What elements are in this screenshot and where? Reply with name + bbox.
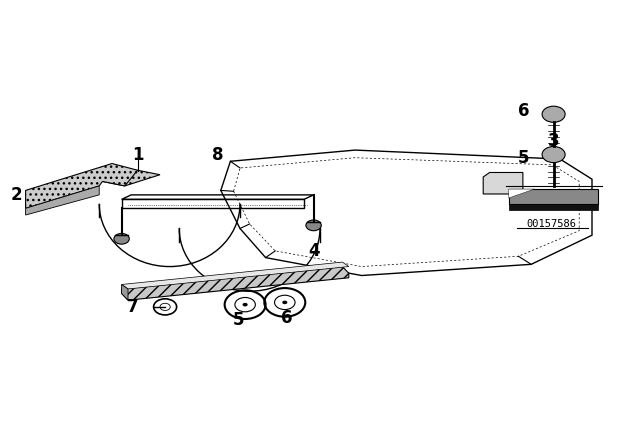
Text: 8: 8 bbox=[212, 146, 223, 164]
Text: 6: 6 bbox=[518, 102, 529, 120]
Text: 5: 5 bbox=[518, 149, 529, 167]
Text: 3: 3 bbox=[548, 132, 559, 150]
Polygon shape bbox=[509, 189, 534, 198]
Polygon shape bbox=[122, 262, 349, 289]
Text: 6: 6 bbox=[281, 309, 292, 327]
Polygon shape bbox=[509, 189, 598, 204]
Circle shape bbox=[243, 303, 248, 306]
Circle shape bbox=[306, 220, 321, 231]
Polygon shape bbox=[26, 186, 99, 215]
Circle shape bbox=[542, 106, 565, 122]
Circle shape bbox=[282, 301, 287, 304]
Circle shape bbox=[114, 233, 129, 244]
Text: 7: 7 bbox=[127, 298, 139, 316]
Polygon shape bbox=[102, 170, 160, 186]
Polygon shape bbox=[122, 267, 349, 300]
Polygon shape bbox=[26, 164, 138, 208]
Polygon shape bbox=[122, 284, 128, 300]
Polygon shape bbox=[509, 204, 598, 210]
Circle shape bbox=[542, 146, 565, 163]
Polygon shape bbox=[483, 172, 523, 194]
Text: 5: 5 bbox=[232, 311, 244, 329]
Text: 00157586: 00157586 bbox=[527, 219, 577, 229]
Text: 2: 2 bbox=[10, 186, 22, 204]
Text: 1: 1 bbox=[132, 146, 143, 164]
Text: 4: 4 bbox=[308, 242, 319, 260]
